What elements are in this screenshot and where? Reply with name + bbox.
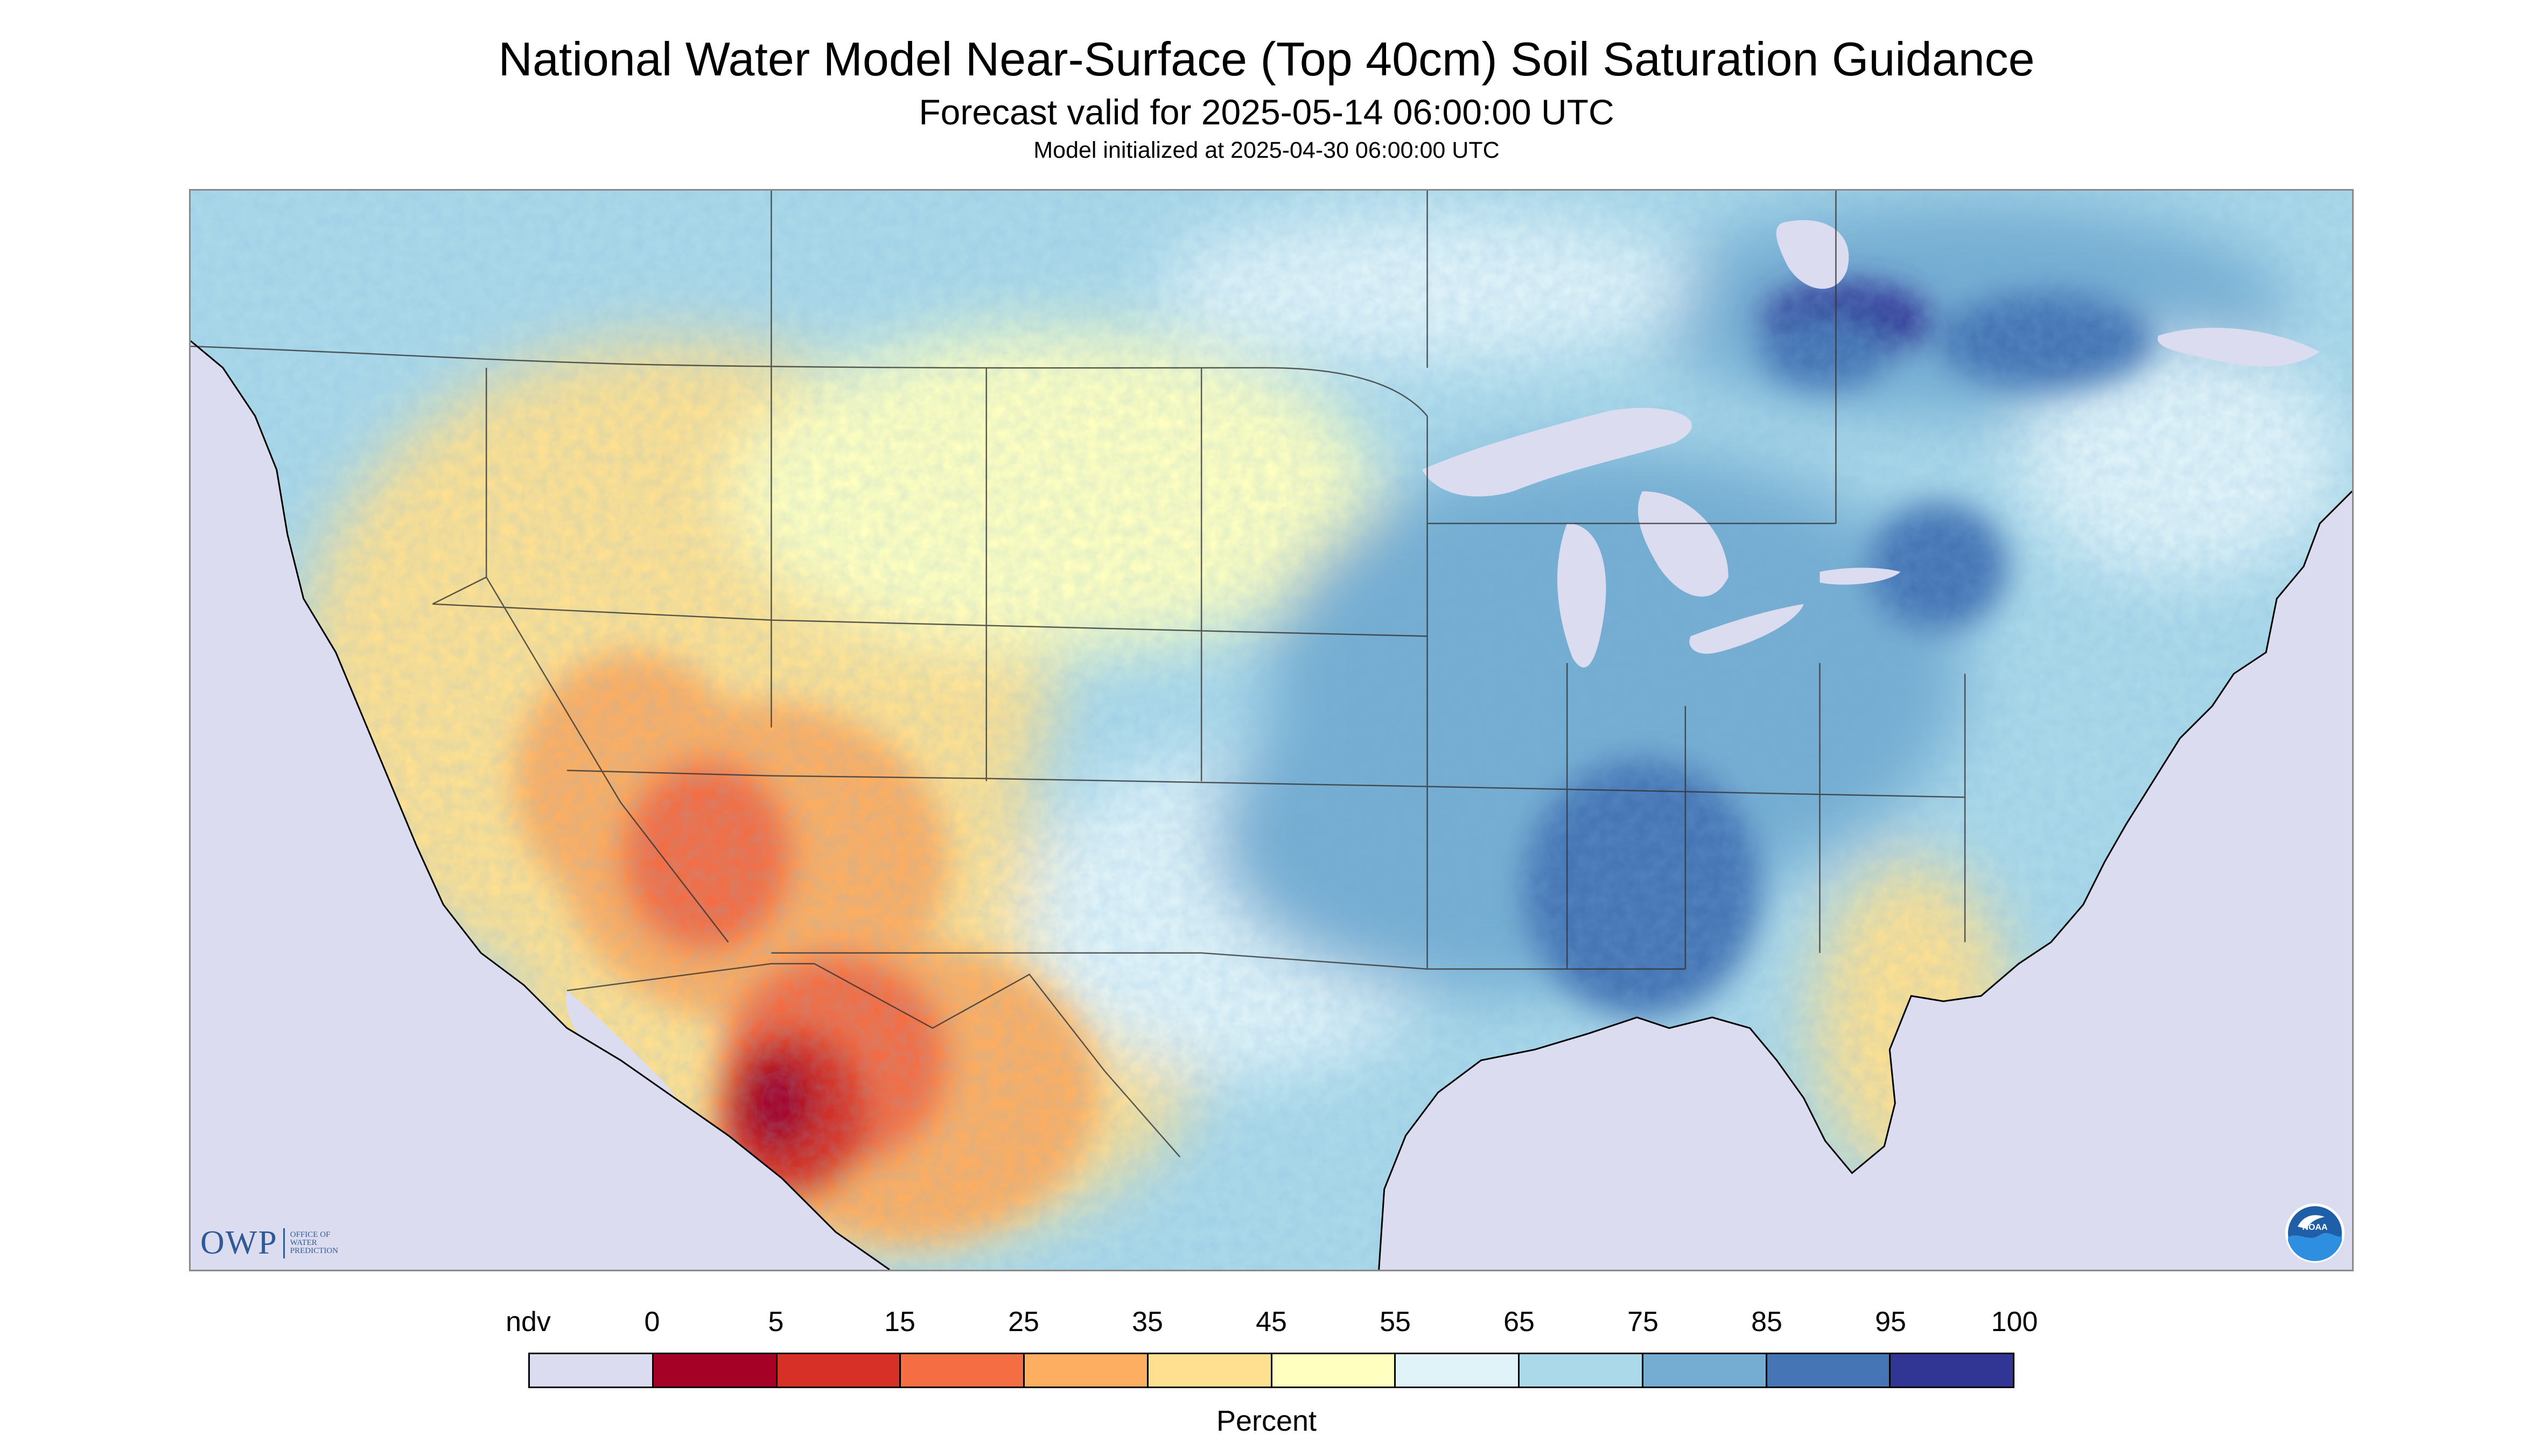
water-bodies xyxy=(566,220,2320,1157)
owp-text-line: WATER xyxy=(290,1238,317,1247)
legend-unit-label: Percent xyxy=(1216,1405,1317,1437)
owp-logo: OWP OFFICE OF WATER PREDICTION xyxy=(200,1224,338,1262)
map-title: National Water Model Near-Surface (Top 4… xyxy=(498,32,2035,86)
legend-swatch xyxy=(777,1354,901,1387)
legend-label-15: 15 xyxy=(884,1306,915,1338)
legend-swatch xyxy=(1520,1354,1643,1387)
legend-label-5: 5 xyxy=(768,1306,784,1338)
lake-huron xyxy=(1638,491,1729,597)
map-panel xyxy=(189,189,2354,1271)
owp-text-line: PREDICTION xyxy=(290,1247,338,1255)
lake-erie xyxy=(1689,604,1804,654)
model-init-subtitle: Model initialized at 2025-04-30 06:00:00… xyxy=(1033,137,1500,163)
legend-swatch xyxy=(1272,1354,1396,1387)
legend-label-55: 55 xyxy=(1380,1306,1411,1338)
legend-label-0: 0 xyxy=(644,1306,660,1338)
legend-swatch xyxy=(1767,1354,1891,1387)
color-legend-bar xyxy=(528,1353,2014,1388)
legend-label-45: 45 xyxy=(1256,1306,1287,1338)
legend-swatch xyxy=(1025,1354,1149,1387)
legend-swatch xyxy=(1148,1354,1272,1387)
legend-swatch xyxy=(1396,1354,1520,1387)
land-field xyxy=(191,191,2352,1270)
soil-saturation-map xyxy=(191,191,2352,1270)
legend-swatch xyxy=(530,1354,654,1387)
lake-superior xyxy=(1422,408,1692,496)
legend-label-75: 75 xyxy=(1627,1306,1659,1338)
legend-label-95: 95 xyxy=(1875,1306,1906,1338)
forecast-valid-subtitle: Forecast valid for 2025-05-14 06:00:00 U… xyxy=(919,92,1614,132)
state-borders xyxy=(191,191,1966,1158)
legend-swatch xyxy=(1891,1354,2013,1387)
owp-divider xyxy=(283,1228,285,1258)
coastline xyxy=(191,340,2352,1270)
legend-swatch xyxy=(1643,1354,1767,1387)
owp-mark: OWP xyxy=(200,1224,278,1261)
legend-swatch xyxy=(653,1354,778,1387)
legend-label-35: 35 xyxy=(1132,1306,1163,1338)
noaa-logo-icon: NOAA xyxy=(2287,1205,2343,1261)
hudson-bay-lake xyxy=(1776,220,1849,289)
legend-label-25: 25 xyxy=(1008,1306,1039,1338)
gulf-of-california xyxy=(566,990,697,1157)
legend-label-85: 85 xyxy=(1751,1306,1782,1338)
noaa-text: NOAA xyxy=(2302,1223,2328,1232)
lake-michigan xyxy=(1557,523,1606,668)
st-lawrence-gulf xyxy=(2157,327,2320,367)
lake-ontario xyxy=(1820,568,1901,585)
legend-swatch xyxy=(901,1354,1025,1387)
owp-text-line: OFFICE OF xyxy=(290,1230,331,1239)
owp-text: OFFICE OF WATER PREDICTION xyxy=(290,1231,338,1255)
legend-label-65: 65 xyxy=(1503,1306,1535,1338)
legend-label-100: 100 xyxy=(1991,1306,2038,1338)
legend-label-ndv: ndv xyxy=(506,1306,551,1338)
